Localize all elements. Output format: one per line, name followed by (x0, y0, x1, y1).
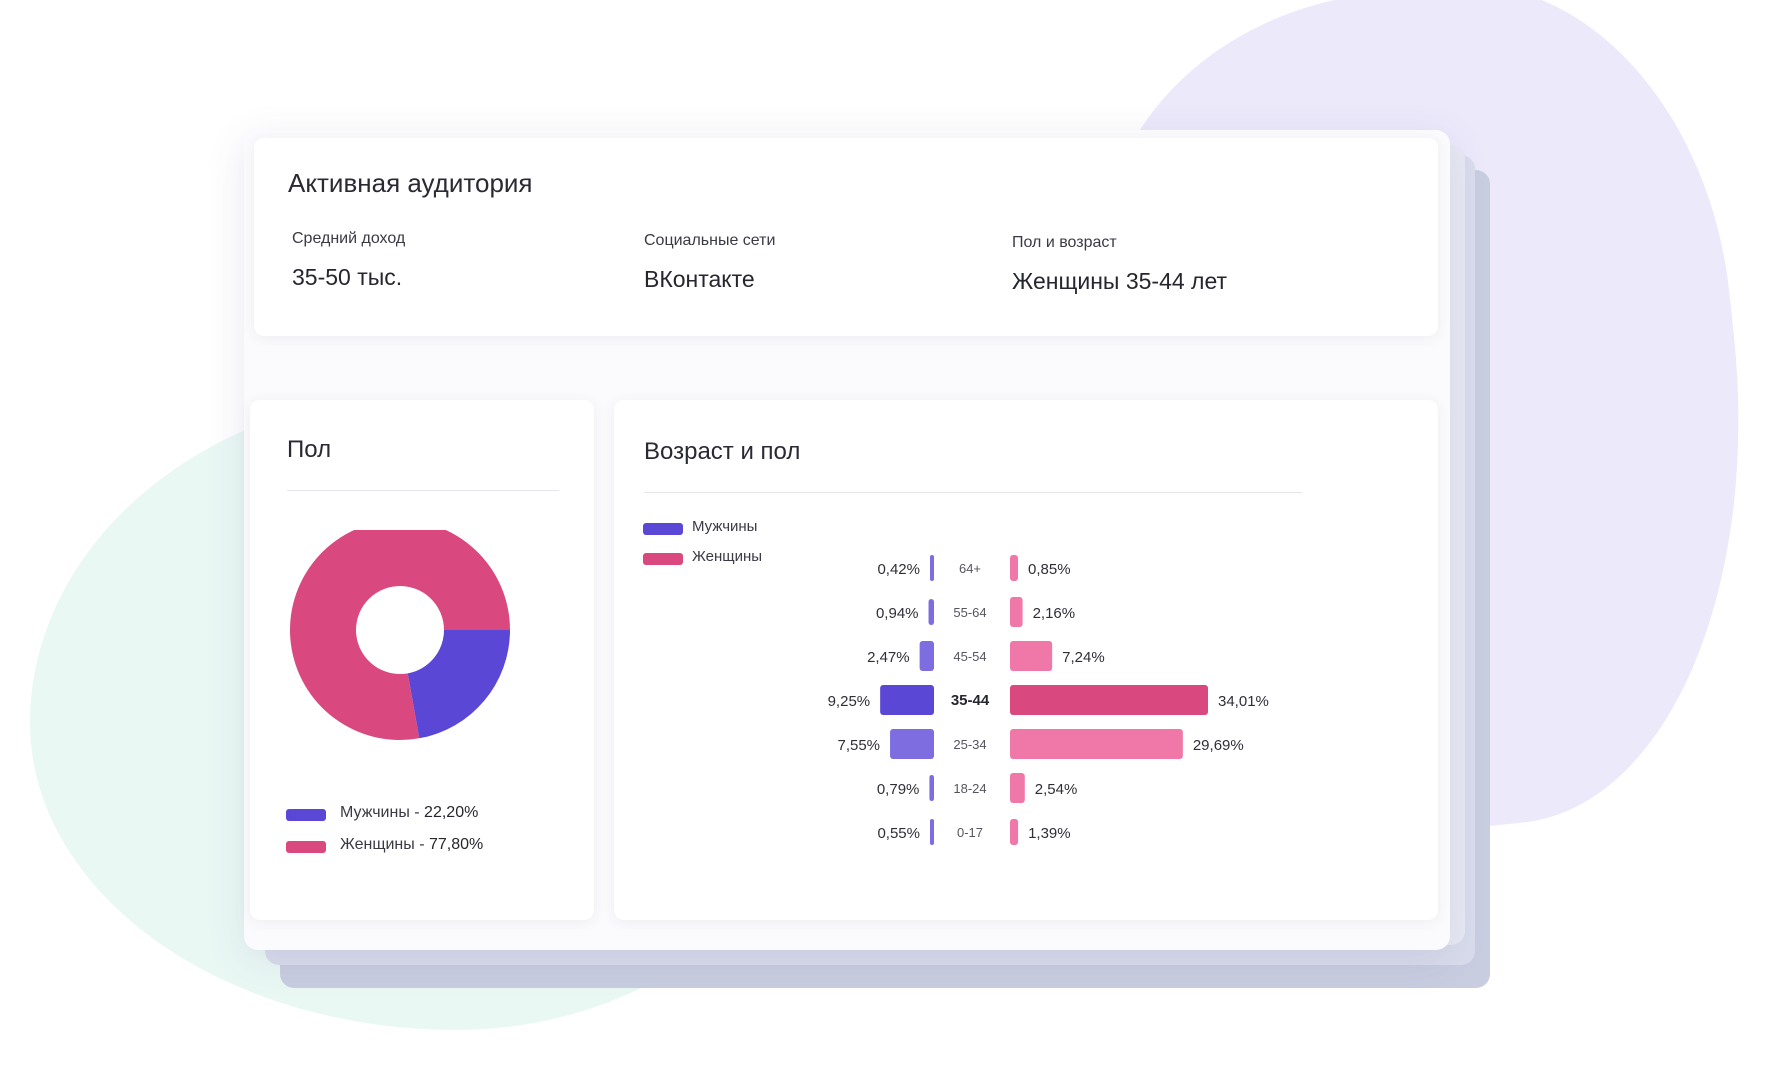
value-label-male-0-17: 0,55% (877, 825, 920, 842)
age-category-label: 35-44 (951, 692, 990, 709)
bar-male-18-24 (929, 775, 934, 801)
value-label-male-55-64: 0,94% (876, 605, 919, 622)
active-audience-panel: Активная аудитория Средний доход 35-50 т… (254, 138, 1438, 336)
age-category-label: 0-17 (957, 825, 983, 840)
age-category-label: 64+ (959, 561, 981, 576)
bar-male-45-54 (919, 641, 934, 671)
value-label-male-25-34: 7,55% (837, 737, 880, 754)
bar-female-45-54 (1010, 641, 1053, 671)
social-networks-value: ВКонтакте (644, 266, 755, 292)
income-label: Средний доход (292, 230, 406, 247)
bar-female-64+ (1010, 555, 1018, 581)
panel-title: Активная аудитория (288, 168, 533, 198)
age-category-label: 45-54 (953, 649, 986, 664)
social-networks-label: Социальные сети (644, 232, 776, 249)
panel-title: Возраст и пол (644, 438, 801, 465)
gender-donut-chart (290, 530, 510, 740)
bar-female-0-17 (1010, 819, 1019, 845)
bar-male-25-34 (890, 729, 934, 759)
bar-male-35-44 (880, 685, 934, 715)
legend-female: Женщины (692, 548, 763, 565)
bar-male-55-64 (928, 599, 934, 625)
bar-male-0-17 (930, 819, 934, 845)
legend-female: Женщины - 77,80% (340, 836, 483, 854)
legend-swatch-male (643, 523, 683, 535)
income-value: 35-50 тыс. (292, 264, 403, 290)
legend-swatch-female (286, 841, 326, 853)
age-category-label: 18-24 (953, 781, 986, 796)
bar-male-64+ (930, 555, 934, 581)
legend-label: Мужчины - (340, 804, 425, 821)
value-label-female-25-34: 29,69% (1193, 737, 1244, 754)
legend-value: 22,20% (424, 804, 479, 821)
value-label-female-35-44: 34,01% (1218, 693, 1269, 710)
divider (644, 492, 1302, 493)
legend-swatch-male (286, 809, 326, 821)
donut-slice-female (290, 530, 510, 740)
divider (287, 490, 559, 491)
age-category-label: 55-64 (953, 605, 986, 620)
bar-female-35-44 (1010, 685, 1208, 715)
value-label-female-55-64: 2,16% (1033, 605, 1076, 622)
bar-female-25-34 (1010, 729, 1183, 759)
legend-male: Мужчины (692, 518, 758, 535)
value-label-male-35-44: 9,25% (828, 693, 871, 710)
value-label-male-45-54: 2,47% (867, 649, 910, 666)
legend-male: Мужчины - 22,20% (340, 804, 478, 822)
value-label-female-45-54: 7,24% (1062, 649, 1105, 666)
bar-female-18-24 (1010, 773, 1025, 803)
value-label-female-0-17: 1,39% (1028, 825, 1071, 842)
donut-slice-male (407, 630, 510, 739)
age-gender-bar-chart: 0,42% 64+ 0,85% 0,94% 55-64 2,16% 2,47% 45-54 7,… (828, 555, 1269, 845)
age-gender-panel: Возраст и пол Мужчины Женщины 0,42% 64+ 0,… (614, 400, 1438, 920)
panel-title: Пол (287, 436, 332, 463)
value-label-male-64+: 0,42% (877, 561, 920, 578)
bar-female-55-64 (1010, 597, 1023, 627)
legend-value: 77,80% (428, 836, 484, 853)
gender-age-value: Женщины 35-44 лет (1012, 268, 1228, 294)
legend-label: Женщины - (340, 836, 429, 853)
gender-age-label: Пол и возраст (1012, 234, 1117, 251)
value-label-female-18-24: 2,54% (1035, 781, 1078, 798)
dashboard-card: Активная аудитория Средний доход 35-50 т… (244, 130, 1450, 950)
legend-swatch-female (643, 553, 683, 565)
gender-panel: Пол Мужчины - 22,20% Женщины - 77,80% (250, 400, 594, 920)
value-label-male-18-24: 0,79% (877, 781, 920, 798)
age-category-label: 25-34 (953, 737, 986, 752)
value-label-female-64+: 0,85% (1028, 561, 1071, 578)
